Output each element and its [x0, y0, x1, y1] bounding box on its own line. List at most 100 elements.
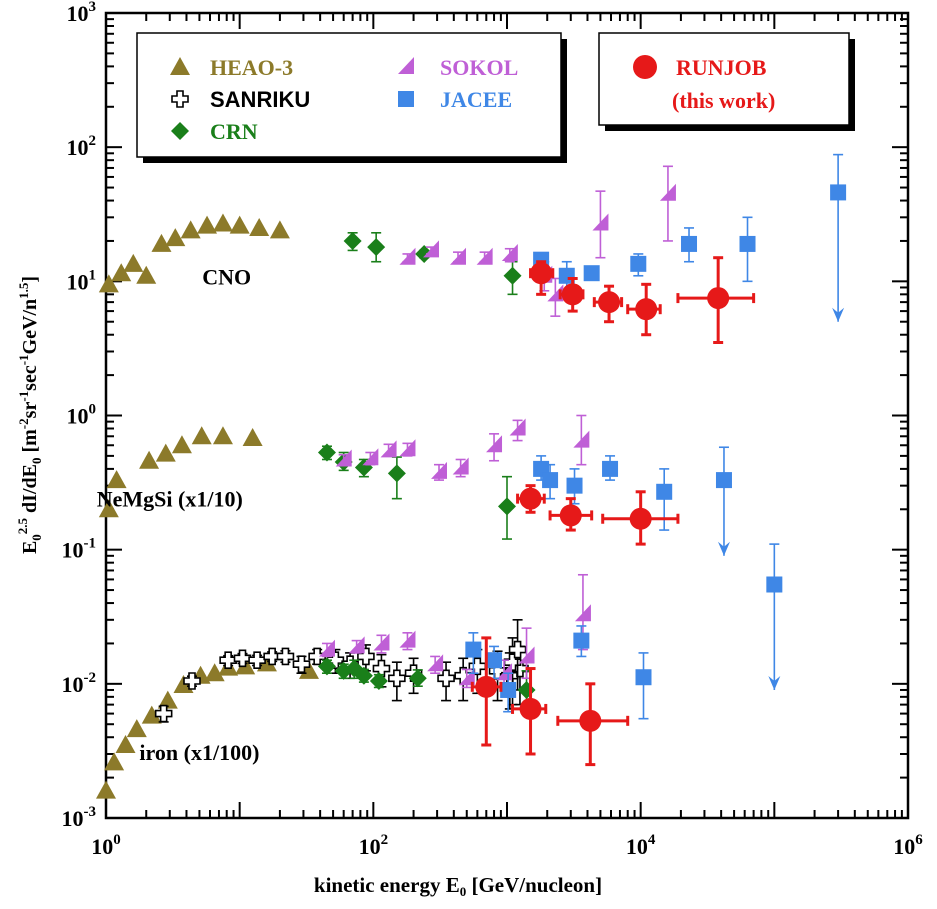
group-label: CNO: [202, 264, 251, 289]
jacee-point: [486, 652, 503, 669]
sokol-point: [399, 439, 416, 457]
series-crn: [317, 231, 536, 715]
jacee-point: [465, 641, 482, 658]
legend-marker-crn: [171, 122, 189, 140]
y-axis-label: E02.5 dI/dE0 [m-2sr-1sec-1GeV/n1.5]: [15, 276, 44, 554]
runjob-point: [519, 487, 542, 510]
sokol-point: [362, 448, 379, 466]
y-tick-label: 100: [67, 402, 97, 429]
heao-3-point: [98, 274, 119, 293]
jacee-point: [681, 235, 698, 252]
heao-3-point: [98, 499, 119, 518]
legend-box-2: RUNJOB (this work): [598, 32, 855, 131]
jacee-point: [630, 255, 647, 272]
sokol-point: [486, 435, 503, 453]
jacee-point: [583, 265, 600, 282]
sokol-point: [380, 440, 397, 458]
legend-label-jacee: JACEE: [440, 87, 512, 112]
crn-point: [387, 464, 406, 483]
heao-3-point: [298, 660, 319, 679]
heao-3-point: [191, 426, 212, 445]
legend-label-heao3: HEAO-3: [210, 55, 293, 80]
runjob-point: [579, 709, 602, 732]
jacee-point: [573, 632, 590, 649]
x-tick-label: 104: [626, 832, 656, 859]
heao-3-point: [212, 213, 233, 232]
crn-point: [408, 669, 427, 688]
crn-point: [498, 497, 516, 516]
y-tick-label: 101: [67, 267, 97, 294]
heao-3-point: [165, 228, 186, 247]
jacee-point: [542, 472, 559, 489]
heao-3-point: [141, 705, 162, 724]
crn-point: [354, 666, 373, 685]
heao-3-point: [139, 450, 160, 469]
sokol-point: [476, 247, 493, 265]
jacee-point: [500, 681, 517, 698]
axis-tick-labels: 100 102 104 106 10-3 10-2 10-1 100 101 102 103: [62, 0, 924, 859]
sanriku-point: [292, 655, 311, 674]
legend-marker-heao-3: [170, 57, 190, 75]
series-jacee: [465, 153, 847, 720]
heao-3-point: [269, 220, 290, 239]
heao-3-point: [197, 215, 218, 234]
crn-point: [415, 244, 434, 263]
series-runjob: [470, 256, 756, 767]
x-axis-label: kinetic energy E0 [GeV/nucleon]: [314, 873, 602, 899]
heao-3-point: [111, 263, 132, 282]
sokol-point: [431, 461, 448, 479]
runjob-point: [475, 675, 498, 698]
jacee-point: [715, 472, 732, 489]
sokol-point: [659, 183, 676, 201]
axis-ticks: [105, 12, 909, 819]
crn-point: [317, 657, 336, 676]
upper-limit-arrow: [768, 675, 781, 690]
runjob-point: [635, 298, 658, 321]
upper-limit-arrow: [717, 541, 730, 556]
runjob-point: [598, 291, 621, 314]
sanriku-point: [503, 653, 522, 671]
crn-point: [503, 266, 522, 285]
heao-3-point: [106, 470, 127, 489]
x-tick-label: 102: [359, 832, 389, 859]
legend-label-runjob: RUNJOB: [676, 55, 767, 80]
crn-point: [317, 443, 336, 462]
legend-marker-runjob: [633, 55, 657, 79]
heao-3-point: [256, 653, 277, 672]
sanriku-point: [437, 669, 455, 688]
sokol-point: [335, 449, 352, 467]
sanriku-point: [233, 649, 252, 668]
heao-3-point: [136, 265, 157, 284]
jacee-point: [739, 235, 756, 252]
sokol-point: [318, 639, 335, 657]
y-tick-label: 102: [67, 133, 97, 160]
sanriku-point: [388, 669, 406, 688]
jacee-point: [635, 669, 652, 686]
runjob-point: [559, 504, 582, 527]
sokol-point: [373, 633, 390, 651]
y-tick-label: 10-2: [62, 670, 97, 697]
heao-3-point: [204, 663, 225, 682]
heao-3-point: [157, 690, 178, 709]
legend-box-1: HEAO-3 SANRIKU CRN SOKOL JACEE: [136, 32, 567, 163]
legend-marker-sokol: [398, 57, 414, 74]
group-labels: CNO NeMgSi (x1/10) iron (x1/100): [97, 264, 260, 765]
sanriku-point: [468, 657, 487, 676]
group-label: iron (x1/100): [139, 740, 259, 765]
series-heao-3: [96, 213, 319, 799]
heao-3-point: [171, 435, 192, 454]
jacee-point: [602, 460, 619, 477]
sokol-point: [518, 646, 535, 664]
legend-label-crn: CRN: [210, 119, 258, 144]
runjob-point: [707, 287, 730, 310]
legend-label-sokol: SOKOL: [440, 55, 518, 80]
y-tick-label: 10-3: [62, 804, 97, 831]
sanriku-point: [219, 651, 237, 670]
legend-markers: [170, 57, 414, 140]
y-tick-label: 10-1: [62, 536, 97, 563]
upper-limit-arrow: [832, 307, 845, 322]
heao-3-point: [123, 253, 144, 272]
sokol-point: [573, 430, 590, 448]
sanriku-point: [508, 640, 527, 659]
series-sokol: [318, 165, 676, 689]
